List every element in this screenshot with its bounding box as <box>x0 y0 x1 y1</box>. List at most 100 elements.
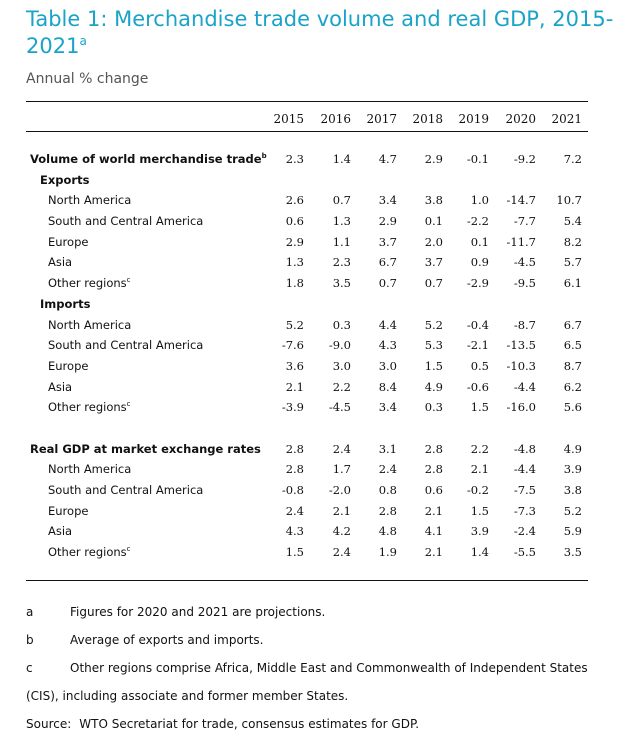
value-cell: 3.1 <box>378 441 397 456</box>
value-cell: 5.2 <box>285 317 304 332</box>
title-footnote-marker: a <box>79 34 87 48</box>
value-cell: 2.6 <box>285 193 304 208</box>
value-cell: 0.7 <box>332 193 351 208</box>
value-cell: 5.9 <box>563 524 582 539</box>
value-cell: -2.0 <box>328 483 351 497</box>
value-cell: 3.4 <box>378 400 397 415</box>
table-row: Asia 4.3 4.2 4.8 4.1 3.9 -2.4 5.9 <box>0 522 622 543</box>
value-cell: 2.2 <box>470 441 489 456</box>
top-rule <box>26 101 588 102</box>
value-cell: 8.7 <box>563 358 582 373</box>
value-cell: -7.3 <box>513 503 536 518</box>
value-cell: -2.1 <box>466 338 489 353</box>
table-row: South and Central America -0.8 -2.0 0.8 0.6 -… <box>0 481 622 502</box>
group-label: Exports <box>40 173 89 187</box>
table-row: Real GDP at market exchange rates 2.8 2.4 3… <box>0 440 622 461</box>
value-cell: 4.2 <box>332 524 351 539</box>
value-cell: 2.8 <box>424 441 443 456</box>
value-cell: -0.1 <box>466 152 489 166</box>
value-cell: 0.8 <box>378 483 397 497</box>
year-header-row: 2015 2016 2017 2018 2019 2020 2021 <box>0 112 622 128</box>
value-cell: 1.4 <box>332 152 351 166</box>
row-label-text: Other regions <box>48 276 127 291</box>
value-cell: 3.5 <box>563 545 582 560</box>
row-label: Asia <box>48 524 72 538</box>
value-cell: -4.4 <box>513 379 536 394</box>
value-cell: 2.4 <box>285 503 304 518</box>
value-cell: 0.3 <box>332 317 351 332</box>
value-cell: 2.2 <box>332 379 351 394</box>
value-cell: -4.8 <box>513 441 536 456</box>
table-row: North America 2.8 1.7 2.4 2.8 2.1 -4.4 3.9 <box>0 460 622 481</box>
table-row: South and Central America -7.6 -9.0 4.3 5.3 -… <box>0 336 622 357</box>
value-cell: 8.4 <box>378 379 397 394</box>
value-cell: -4.5 <box>513 255 536 270</box>
row-label-text: Exports <box>40 172 90 187</box>
value-cell: -2.2 <box>466 214 489 229</box>
table-subtitle: Annual % change <box>26 71 149 87</box>
footnote-text: Average of exports and imports. <box>70 633 264 647</box>
value-cell: 2.3 <box>285 152 304 166</box>
value-cell: 10.7 <box>556 193 582 208</box>
value-cell: 8.2 <box>563 234 582 249</box>
table-row: Other regionsc 1.5 2.4 1.9 2.1 1.4 -5.5 3.5 <box>0 543 622 564</box>
value-cell: 3.7 <box>424 255 443 270</box>
value-cell: 0.5 <box>470 358 489 373</box>
row-label-text: North America <box>48 462 132 477</box>
footnote-marker: c <box>126 400 131 409</box>
footnote-key: a <box>26 605 34 619</box>
value-cell: 0.6 <box>424 483 443 497</box>
value-cell: 2.8 <box>378 503 397 518</box>
value-cell: -9.5 <box>513 276 536 291</box>
value-cell: 2.1 <box>424 503 443 518</box>
value-cell: 2.4 <box>332 545 351 560</box>
value-cell: 2.3 <box>332 255 351 270</box>
value-cell: 6.7 <box>378 255 397 270</box>
value-cell: 2.1 <box>332 503 351 518</box>
value-cell: 3.9 <box>470 524 489 539</box>
value-cell: -0.4 <box>466 317 489 332</box>
value-cell: -0.8 <box>281 483 304 497</box>
value-cell: 4.9 <box>424 379 443 394</box>
footnote-marker: b <box>261 152 267 161</box>
value-cell: 1.7 <box>332 462 351 477</box>
value-cell: 1.5 <box>470 400 489 415</box>
value-cell: -5.5 <box>513 545 536 560</box>
value-cell: 0.7 <box>424 276 443 291</box>
row-label: Other regionsc <box>48 276 131 290</box>
value-cell: 2.9 <box>378 214 397 229</box>
value-cell: -9.2 <box>513 152 536 166</box>
row-label: North America <box>48 318 131 332</box>
row-label-text: North America <box>48 317 132 332</box>
footnote-b: b Average of exports and imports. <box>26 633 601 661</box>
table-row: Exports <box>0 171 622 192</box>
year-header: 2018 <box>412 112 443 126</box>
source-line: Source: WTO Secretariat for trade, consen… <box>26 717 601 741</box>
row-label: Europe <box>48 235 88 249</box>
value-cell: 4.1 <box>424 524 443 539</box>
value-cell: 6.1 <box>563 276 582 291</box>
value-cell: -10.3 <box>506 358 537 373</box>
row-label-text: South and Central America <box>48 483 204 497</box>
footnote-a: a Figures for 2020 and 2021 are projecti… <box>26 605 601 633</box>
table-row: South and Central America 0.6 1.3 2.9 0.1 -2.… <box>0 212 622 233</box>
footnote-key: c <box>26 661 33 675</box>
table-row: Other regionsc -3.9 -4.5 3.4 0.3 1.5 -16.0 5.6 <box>0 398 622 419</box>
value-cell: -11.7 <box>506 234 537 249</box>
row-label: Europe <box>48 359 88 373</box>
table-row: Europe 2.4 2.1 2.8 2.1 1.5 -7.3 5.2 <box>0 502 622 523</box>
value-cell: -14.7 <box>506 193 537 208</box>
section-spacer <box>0 419 622 440</box>
value-cell: 2.8 <box>424 462 443 477</box>
row-label-text: South and Central America <box>48 214 204 229</box>
value-cell: 3.4 <box>378 193 397 208</box>
value-cell: 2.9 <box>285 234 304 249</box>
value-cell: 3.8 <box>424 193 443 208</box>
table-row: Europe 3.6 3.0 3.0 1.5 0.5 -10.3 8.7 <box>0 357 622 378</box>
value-cell: 4.7 <box>378 152 397 166</box>
footnote-marker: c <box>126 545 131 554</box>
value-cell: 2.0 <box>424 234 443 249</box>
value-cell: 5.3 <box>424 338 443 353</box>
row-label: Asia <box>48 255 72 269</box>
bottom-rule <box>26 580 588 581</box>
